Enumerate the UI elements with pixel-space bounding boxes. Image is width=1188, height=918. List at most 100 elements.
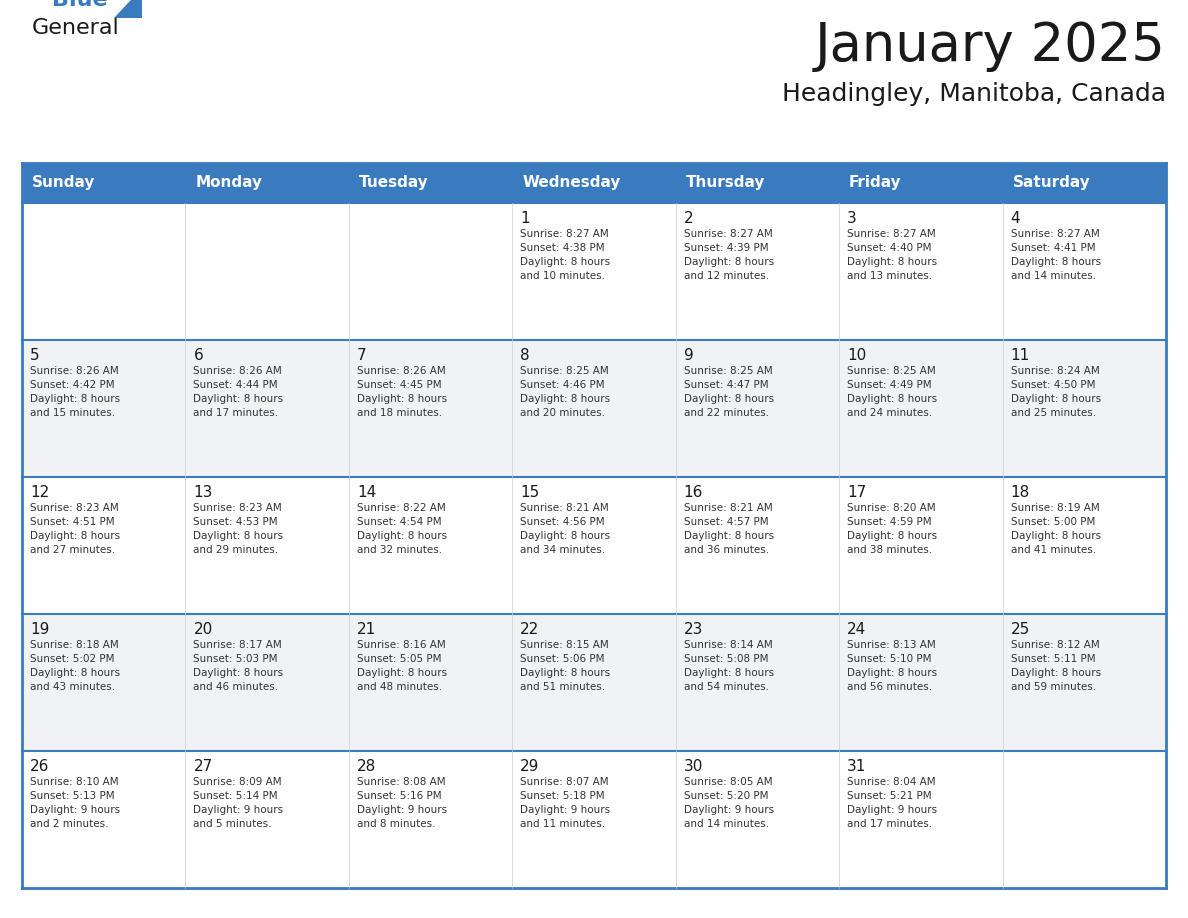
- Bar: [512, 614, 676, 751]
- Text: Sunrise: 8:12 AM
Sunset: 5:11 PM
Daylight: 8 hours
and 59 minutes.: Sunrise: 8:12 AM Sunset: 5:11 PM Dayligh…: [1011, 640, 1101, 692]
- Text: 9: 9: [684, 348, 694, 363]
- Text: January 2025: January 2025: [815, 20, 1165, 72]
- Text: Sunrise: 8:04 AM
Sunset: 5:21 PM
Daylight: 9 hours
and 17 minutes.: Sunrise: 8:04 AM Sunset: 5:21 PM Dayligh…: [847, 777, 937, 829]
- Bar: [23, 340, 185, 477]
- Text: Sunrise: 8:08 AM
Sunset: 5:16 PM
Daylight: 9 hours
and 8 minutes.: Sunrise: 8:08 AM Sunset: 5:16 PM Dayligh…: [356, 777, 447, 829]
- Text: Sunrise: 8:26 AM
Sunset: 4:45 PM
Daylight: 8 hours
and 18 minutes.: Sunrise: 8:26 AM Sunset: 4:45 PM Dayligh…: [356, 366, 447, 418]
- Text: Sunrise: 8:25 AM
Sunset: 4:46 PM
Daylight: 8 hours
and 20 minutes.: Sunrise: 8:25 AM Sunset: 4:46 PM Dayligh…: [520, 366, 611, 418]
- Bar: [1003, 340, 1165, 477]
- Text: 7: 7: [356, 348, 366, 363]
- Text: Sunrise: 8:17 AM
Sunset: 5:03 PM
Daylight: 8 hours
and 46 minutes.: Sunrise: 8:17 AM Sunset: 5:03 PM Dayligh…: [194, 640, 284, 692]
- Bar: [349, 203, 512, 340]
- Bar: [185, 203, 349, 340]
- Text: Sunrise: 8:18 AM
Sunset: 5:02 PM
Daylight: 8 hours
and 43 minutes.: Sunrise: 8:18 AM Sunset: 5:02 PM Dayligh…: [30, 640, 120, 692]
- Text: Sunrise: 8:27 AM
Sunset: 4:41 PM
Daylight: 8 hours
and 14 minutes.: Sunrise: 8:27 AM Sunset: 4:41 PM Dayligh…: [1011, 229, 1101, 281]
- Text: 18: 18: [1011, 485, 1030, 500]
- Bar: [839, 614, 1003, 751]
- Bar: [349, 340, 512, 477]
- Text: Sunrise: 8:27 AM
Sunset: 4:38 PM
Daylight: 8 hours
and 10 minutes.: Sunrise: 8:27 AM Sunset: 4:38 PM Dayligh…: [520, 229, 611, 281]
- Bar: [512, 163, 676, 203]
- Text: Sunrise: 8:23 AM
Sunset: 4:53 PM
Daylight: 8 hours
and 29 minutes.: Sunrise: 8:23 AM Sunset: 4:53 PM Dayligh…: [194, 503, 284, 555]
- Bar: [349, 477, 512, 614]
- Bar: [839, 163, 1003, 203]
- Bar: [1003, 614, 1165, 751]
- Text: 30: 30: [684, 759, 703, 774]
- Text: Sunrise: 8:24 AM
Sunset: 4:50 PM
Daylight: 8 hours
and 25 minutes.: Sunrise: 8:24 AM Sunset: 4:50 PM Dayligh…: [1011, 366, 1101, 418]
- Bar: [512, 340, 676, 477]
- Text: Sunrise: 8:26 AM
Sunset: 4:44 PM
Daylight: 8 hours
and 17 minutes.: Sunrise: 8:26 AM Sunset: 4:44 PM Dayligh…: [194, 366, 284, 418]
- Text: Sunrise: 8:13 AM
Sunset: 5:10 PM
Daylight: 8 hours
and 56 minutes.: Sunrise: 8:13 AM Sunset: 5:10 PM Dayligh…: [847, 640, 937, 692]
- Text: Sunrise: 8:25 AM
Sunset: 4:47 PM
Daylight: 8 hours
and 22 minutes.: Sunrise: 8:25 AM Sunset: 4:47 PM Dayligh…: [684, 366, 773, 418]
- Text: 21: 21: [356, 622, 377, 637]
- Text: Saturday: Saturday: [1012, 175, 1091, 191]
- Text: Tuesday: Tuesday: [359, 175, 429, 191]
- Text: Sunrise: 8:21 AM
Sunset: 4:57 PM
Daylight: 8 hours
and 36 minutes.: Sunrise: 8:21 AM Sunset: 4:57 PM Dayligh…: [684, 503, 773, 555]
- Bar: [185, 163, 349, 203]
- Text: 1: 1: [520, 211, 530, 226]
- Bar: [1003, 751, 1165, 888]
- Text: 23: 23: [684, 622, 703, 637]
- Text: 16: 16: [684, 485, 703, 500]
- Text: Sunrise: 8:25 AM
Sunset: 4:49 PM
Daylight: 8 hours
and 24 minutes.: Sunrise: 8:25 AM Sunset: 4:49 PM Dayligh…: [847, 366, 937, 418]
- Text: 24: 24: [847, 622, 866, 637]
- Text: 25: 25: [1011, 622, 1030, 637]
- Bar: [676, 163, 839, 203]
- Text: 3: 3: [847, 211, 857, 226]
- Text: 27: 27: [194, 759, 213, 774]
- Text: Sunrise: 8:10 AM
Sunset: 5:13 PM
Daylight: 9 hours
and 2 minutes.: Sunrise: 8:10 AM Sunset: 5:13 PM Dayligh…: [30, 777, 120, 829]
- Text: 26: 26: [30, 759, 50, 774]
- Bar: [676, 477, 839, 614]
- Bar: [512, 477, 676, 614]
- Text: 29: 29: [520, 759, 539, 774]
- Text: Thursday: Thursday: [685, 175, 765, 191]
- Text: 20: 20: [194, 622, 213, 637]
- Text: 11: 11: [1011, 348, 1030, 363]
- Text: Sunrise: 8:07 AM
Sunset: 5:18 PM
Daylight: 9 hours
and 11 minutes.: Sunrise: 8:07 AM Sunset: 5:18 PM Dayligh…: [520, 777, 611, 829]
- Text: Friday: Friday: [849, 175, 902, 191]
- Bar: [676, 751, 839, 888]
- Polygon shape: [114, 0, 143, 18]
- Text: 10: 10: [847, 348, 866, 363]
- Text: 31: 31: [847, 759, 866, 774]
- Bar: [839, 203, 1003, 340]
- Text: Sunrise: 8:09 AM
Sunset: 5:14 PM
Daylight: 9 hours
and 5 minutes.: Sunrise: 8:09 AM Sunset: 5:14 PM Dayligh…: [194, 777, 284, 829]
- Bar: [839, 477, 1003, 614]
- Text: Sunrise: 8:19 AM
Sunset: 5:00 PM
Daylight: 8 hours
and 41 minutes.: Sunrise: 8:19 AM Sunset: 5:00 PM Dayligh…: [1011, 503, 1101, 555]
- Text: Sunrise: 8:05 AM
Sunset: 5:20 PM
Daylight: 9 hours
and 14 minutes.: Sunrise: 8:05 AM Sunset: 5:20 PM Dayligh…: [684, 777, 773, 829]
- Bar: [23, 203, 185, 340]
- Text: 6: 6: [194, 348, 203, 363]
- Bar: [1003, 163, 1165, 203]
- Text: Sunrise: 8:16 AM
Sunset: 5:05 PM
Daylight: 8 hours
and 48 minutes.: Sunrise: 8:16 AM Sunset: 5:05 PM Dayligh…: [356, 640, 447, 692]
- Bar: [23, 751, 185, 888]
- Text: 28: 28: [356, 759, 377, 774]
- Text: 8: 8: [520, 348, 530, 363]
- Text: 4: 4: [1011, 211, 1020, 226]
- Bar: [676, 614, 839, 751]
- Bar: [185, 751, 349, 888]
- Bar: [512, 203, 676, 340]
- Bar: [349, 163, 512, 203]
- Text: Wednesday: Wednesday: [522, 175, 620, 191]
- Bar: [676, 340, 839, 477]
- Text: Sunrise: 8:15 AM
Sunset: 5:06 PM
Daylight: 8 hours
and 51 minutes.: Sunrise: 8:15 AM Sunset: 5:06 PM Dayligh…: [520, 640, 611, 692]
- Text: Sunrise: 8:26 AM
Sunset: 4:42 PM
Daylight: 8 hours
and 15 minutes.: Sunrise: 8:26 AM Sunset: 4:42 PM Dayligh…: [30, 366, 120, 418]
- Text: 17: 17: [847, 485, 866, 500]
- Text: Sunrise: 8:20 AM
Sunset: 4:59 PM
Daylight: 8 hours
and 38 minutes.: Sunrise: 8:20 AM Sunset: 4:59 PM Dayligh…: [847, 503, 937, 555]
- Bar: [676, 203, 839, 340]
- Text: Blue: Blue: [52, 0, 108, 10]
- Text: 5: 5: [30, 348, 39, 363]
- Text: 19: 19: [30, 622, 50, 637]
- Text: Sunrise: 8:22 AM
Sunset: 4:54 PM
Daylight: 8 hours
and 32 minutes.: Sunrise: 8:22 AM Sunset: 4:54 PM Dayligh…: [356, 503, 447, 555]
- Bar: [839, 340, 1003, 477]
- Text: 2: 2: [684, 211, 694, 226]
- Bar: [839, 751, 1003, 888]
- Text: Sunrise: 8:23 AM
Sunset: 4:51 PM
Daylight: 8 hours
and 27 minutes.: Sunrise: 8:23 AM Sunset: 4:51 PM Dayligh…: [30, 503, 120, 555]
- Text: 15: 15: [520, 485, 539, 500]
- Bar: [1003, 477, 1165, 614]
- Bar: [23, 477, 185, 614]
- Text: Sunrise: 8:14 AM
Sunset: 5:08 PM
Daylight: 8 hours
and 54 minutes.: Sunrise: 8:14 AM Sunset: 5:08 PM Dayligh…: [684, 640, 773, 692]
- Bar: [512, 751, 676, 888]
- Text: Sunday: Sunday: [32, 175, 95, 191]
- Bar: [185, 477, 349, 614]
- Text: 14: 14: [356, 485, 377, 500]
